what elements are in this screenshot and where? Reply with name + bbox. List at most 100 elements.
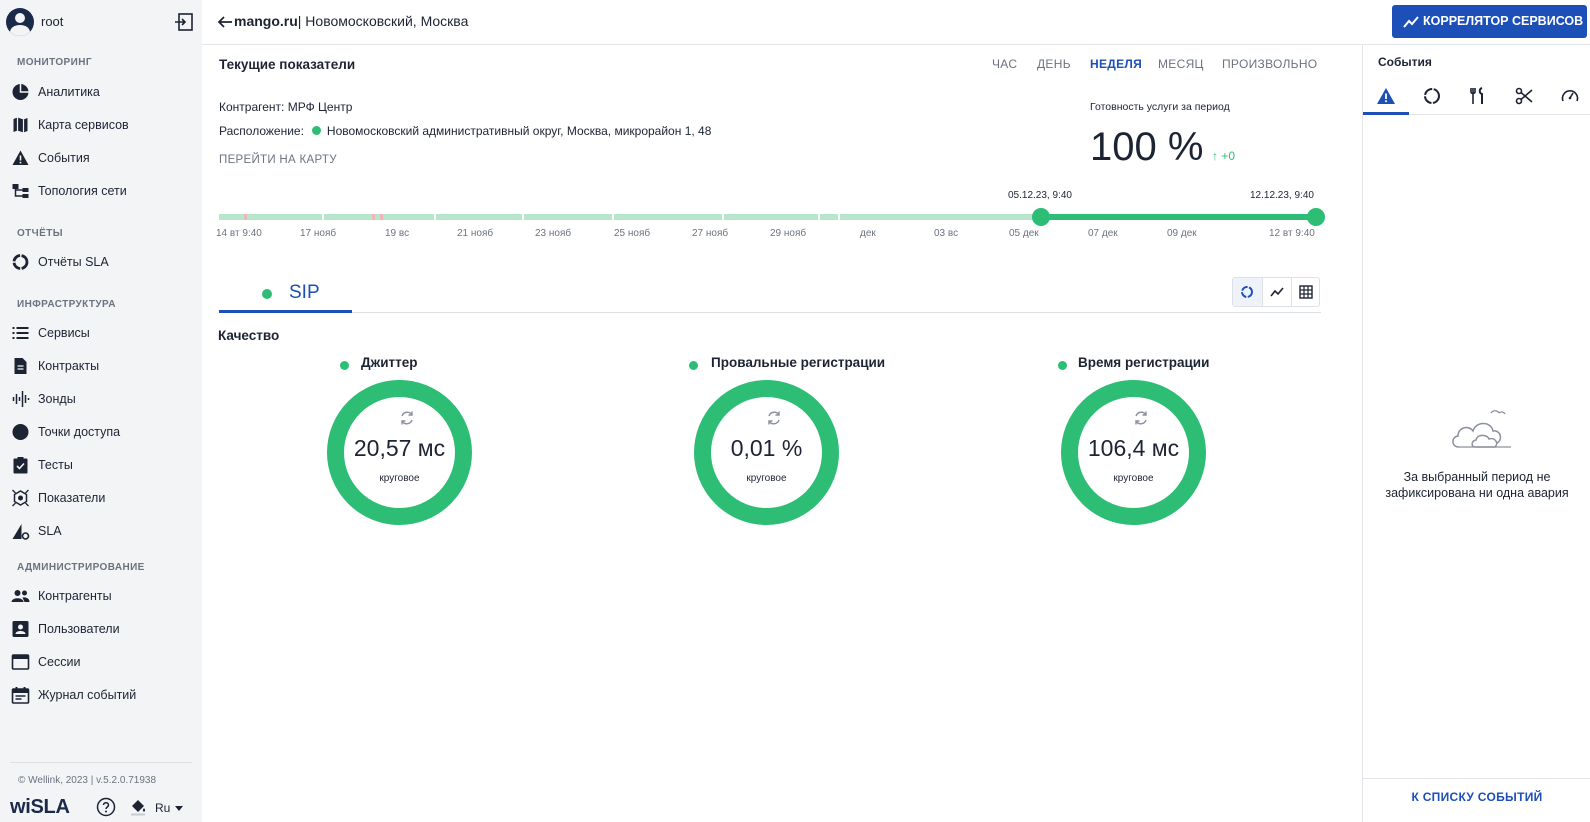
sidebar-item-event-log[interactable]: Журнал событий <box>0 680 202 710</box>
section-infrastructure: ИНФРАСТРУКТУРА <box>17 299 116 310</box>
tab-sla[interactable] <box>1409 78 1455 115</box>
to-events-list-link[interactable]: К СПИСКУ СОБЫТИЙ <box>1411 790 1543 804</box>
period-month[interactable]: МЕСЯЦ <box>1158 57 1204 71</box>
sidebar-item-users[interactable]: Пользователи <box>0 614 202 644</box>
speedometer-icon <box>1561 90 1579 102</box>
sidebar-item-label: Зонды <box>38 392 76 406</box>
go-to-map-link[interactable]: ПЕРЕЙТИ НА КАРТУ <box>219 154 337 166</box>
timeline-end-date: 12.12.23, 9:40 <box>1250 190 1314 201</box>
sidebar-item-analytics[interactable]: Аналитика <box>0 77 202 107</box>
section-reports: ОТЧЁТЫ <box>17 228 63 239</box>
metric-failed-registrations[interactable]: Провальные регистрации 0,01 % круговое <box>689 353 1019 533</box>
timeline-start-handle[interactable] <box>1032 208 1050 226</box>
metric-jitter[interactable]: Джиттер 20,57 мс круговое <box>322 353 652 533</box>
timeline-tick: 14 вт 9:40 <box>216 228 262 239</box>
sync-icon <box>401 411 413 425</box>
timeline-incident-mark <box>380 214 383 220</box>
sidebar-item-probes[interactable]: Зонды <box>0 384 202 414</box>
user-card-icon <box>12 621 29 637</box>
paint-bucket-icon[interactable] <box>129 798 147 816</box>
sidebar-item-metrics[interactable]: Показатели <box>0 483 202 513</box>
section-monitoring: МОНИТОРИНГ <box>17 57 92 68</box>
status-dot <box>689 361 698 370</box>
list-icon <box>12 327 29 339</box>
sidebar-item-access-points[interactable]: Точки доступа <box>0 417 202 447</box>
metric-gauge: 20,57 мс круговое <box>327 380 472 525</box>
metric-registration-time[interactable]: Время регистрации 106,4 мс круговое <box>1056 353 1386 533</box>
view-donut-button[interactable] <box>1233 278 1262 306</box>
timeline-end-handle[interactable] <box>1307 208 1325 226</box>
view-table-button[interactable] <box>1291 278 1320 306</box>
back-arrow-icon[interactable] <box>216 13 234 31</box>
counterparty-info: Контрагент: МРФ Центр <box>219 100 353 114</box>
correlator-button[interactable]: КОРРЕЛЯТОР СЕРВИСОВ <box>1392 5 1587 38</box>
timeline-gap-mark <box>522 214 524 220</box>
probe-icon <box>12 391 30 407</box>
sync-icon <box>1135 411 1147 425</box>
timeline-tick: 23 нояб <box>535 228 572 239</box>
timeline-gap-mark <box>434 214 436 220</box>
timeline-tick: 03 вс <box>934 228 959 239</box>
current-metrics-title: Текущие показатели <box>219 57 356 72</box>
app-logo: wiSLA <box>10 796 70 818</box>
readiness-delta: ↑ +0 <box>1212 149 1236 163</box>
status-dot <box>311 126 321 135</box>
period-hour[interactable]: ЧАС <box>992 57 1018 71</box>
status-dot <box>340 361 349 370</box>
tab-alarms[interactable] <box>1363 78 1409 115</box>
sidebar-item-tests[interactable]: Тесты <box>0 450 202 480</box>
timeline-tick: 25 нояб <box>614 228 651 239</box>
sidebar-item-label: Аналитика <box>38 85 100 99</box>
document-icon <box>14 358 27 374</box>
timeline-gap-mark <box>322 214 324 220</box>
timeline-tick: 17 нояб <box>300 228 337 239</box>
sidebar-item-sla[interactable]: SLA <box>0 516 202 546</box>
sidebar-item-service-map[interactable]: Карта сервисов <box>0 110 202 140</box>
sidebar-item-events[interactable]: События <box>0 143 202 173</box>
metrics-icon <box>12 489 29 507</box>
period-day[interactable]: ДЕНЬ <box>1037 57 1071 71</box>
sidebar-item-label: События <box>38 151 90 165</box>
tab-cuts[interactable] <box>1501 78 1547 115</box>
tab-maintenance[interactable] <box>1455 78 1501 115</box>
sidebar-item-services[interactable]: Сервисы <box>0 318 202 348</box>
tab-sip[interactable]: SIP <box>219 275 352 313</box>
period-custom[interactable]: ПРОИЗВОЛЬНО <box>1222 57 1318 71</box>
people-icon <box>11 590 30 602</box>
period-timeline[interactable]: 05.12.23, 9:40 12.12.23, 9:40 14 вт 9:40… <box>202 185 1362 255</box>
sidebar-item-sla-reports[interactable]: Отчёты SLA <box>0 247 202 277</box>
avatar[interactable] <box>6 8 34 36</box>
metric-kind: круговое <box>746 473 787 484</box>
sidebar-item-label: Карта сервисов <box>38 118 129 132</box>
sidebar-item-topology[interactable]: Топология сети <box>0 176 202 206</box>
tab-label: SIP <box>289 282 320 303</box>
metric-value: 20,57 мс <box>353 435 446 461</box>
sidebar-item-label: Точки доступа <box>38 425 121 439</box>
metric-value: 106,4 мс <box>1087 435 1180 461</box>
metric-title: Джиттер <box>361 355 418 370</box>
view-chart-button[interactable] <box>1262 278 1291 306</box>
help-icon[interactable] <box>96 797 116 817</box>
warning-icon <box>1377 88 1395 104</box>
logout-icon[interactable] <box>174 12 194 32</box>
timeline-tick: 27 нояб <box>692 228 729 239</box>
location-info: Расположение: Новомосковский администрати… <box>219 124 711 138</box>
sidebar: root МОНИТОРИНГ Аналитика Карта сервисов… <box>0 0 202 822</box>
sidebar-item-sessions[interactable]: Сессии <box>0 647 202 677</box>
tab-performance[interactable] <box>1547 78 1590 115</box>
sidebar-item-counterparties[interactable]: Контрагенты <box>0 581 202 611</box>
scissors-icon <box>1515 87 1533 105</box>
sidebar-item-label: Тесты <box>38 458 73 472</box>
sidebar-item-label: Журнал событий <box>38 688 137 702</box>
timeline-tick: 19 вс <box>385 228 410 239</box>
table-icon <box>1299 285 1313 299</box>
sidebar-item-label: Показатели <box>38 491 106 505</box>
metric-title: Время регистрации <box>1078 355 1210 370</box>
circle-icon <box>12 424 29 440</box>
period-week[interactable]: НЕДЕЛЯ <box>1090 57 1143 71</box>
sidebar-item-contracts[interactable]: Контракты <box>0 351 202 381</box>
site-name: mango.ru <box>234 13 298 29</box>
language-select[interactable]: Ru <box>155 801 171 815</box>
site-location: | Новомосковский, Москва <box>297 13 469 29</box>
readiness-label: Готовность услуги за период <box>1090 101 1230 113</box>
